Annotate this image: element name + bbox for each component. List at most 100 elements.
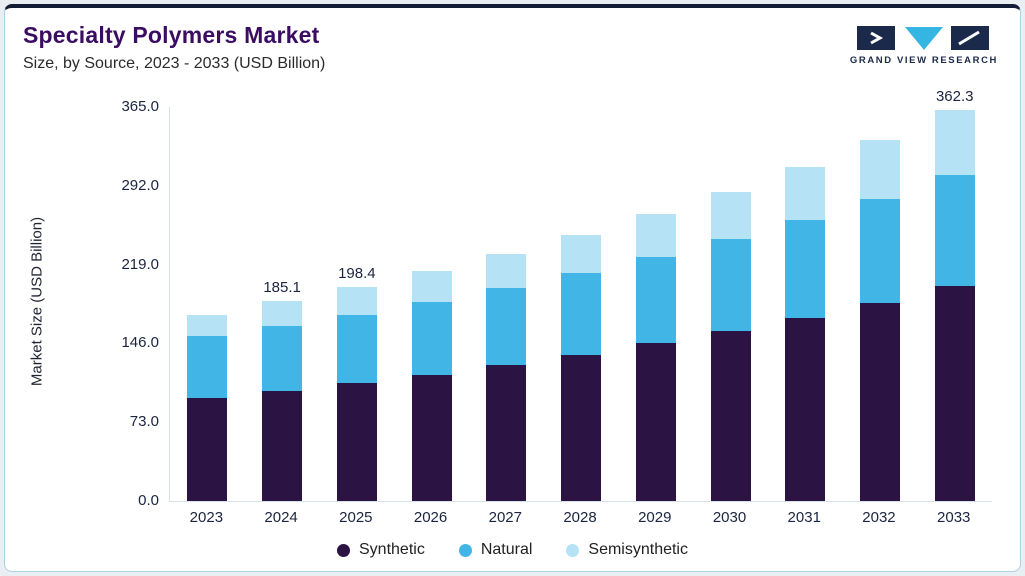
stacked-bar	[411, 271, 452, 501]
bar-column: 185.1	[245, 107, 320, 501]
x-axis-tick-label: 2023	[189, 509, 224, 526]
bars-container: 185.1 198.4 362.3	[170, 88, 992, 501]
bar-segment-semisynthetic	[785, 166, 826, 220]
stacked-bar	[635, 214, 676, 501]
bar-total-label: 185.1	[263, 279, 301, 297]
bar-total-label: 362.3	[935, 87, 974, 105]
legend-swatch	[458, 543, 472, 557]
bar-segment-synthetic	[336, 383, 377, 501]
y-axis-tick-label: 0.0	[138, 492, 159, 509]
x-axis-tick-label: 2031	[787, 509, 821, 526]
stacked-bar	[561, 234, 602, 501]
logo-banner-icon	[950, 26, 989, 50]
bar-column	[544, 107, 619, 501]
legend-item-natural: Natural	[458, 541, 533, 559]
bar-segment-natural	[411, 302, 452, 375]
bar-segment-semisynthetic	[859, 139, 900, 199]
bar-segment-synthetic	[785, 317, 826, 501]
bar-segment-semisynthetic	[561, 234, 602, 274]
bar-column	[843, 107, 918, 501]
bar-segment-natural	[561, 273, 602, 355]
y-axis-tick-label: 365.0	[121, 98, 159, 115]
bar-segment-semisynthetic	[187, 314, 228, 337]
x-axis-tick-label: 2028	[563, 509, 597, 526]
bar-segment-natural	[934, 175, 975, 287]
x-axis-tick-label: 2032	[862, 509, 896, 526]
bar-segment-semisynthetic	[635, 214, 676, 258]
logo-shapes	[850, 24, 998, 52]
bar-segment-semisynthetic	[411, 271, 452, 303]
chart-header: Specialty Polymers Market Size, by Sourc…	[23, 22, 325, 73]
legend-item-semisynthetic: Semisynthetic	[566, 541, 688, 559]
bar-segment-natural	[486, 288, 527, 365]
bar-segment-synthetic	[262, 390, 303, 501]
bar-segment-synthetic	[187, 398, 228, 501]
legend-swatch	[566, 543, 580, 557]
legend-label: Natural	[480, 541, 533, 558]
stacked-bar	[262, 301, 303, 501]
stacked-bar	[710, 191, 751, 501]
x-axis-tick-label: 2030	[712, 509, 747, 526]
bar-segment-natural	[785, 219, 826, 318]
bar-segment-natural	[336, 314, 377, 384]
legend-swatch	[337, 543, 350, 557]
bar-segment-synthetic	[710, 331, 751, 501]
bar-total-label: 198.4	[338, 264, 376, 282]
y-axis-tick-label: 219.0	[121, 255, 159, 273]
y-axis-tick-label: 292.0	[121, 176, 159, 194]
bar-segment-synthetic	[934, 286, 975, 501]
brand-logo: GRAND VIEW RESEARCH	[850, 24, 998, 66]
bar-segment-natural	[859, 198, 900, 303]
x-axis-tick-label: 2033	[937, 509, 971, 526]
logo-triangle-icon	[904, 27, 943, 50]
x-axis-tick-label: 2026	[413, 509, 448, 526]
chart-card: Specialty Polymers Market Size, by Sourc…	[4, 4, 1021, 572]
y-axis-tick-label: 146.0	[121, 334, 159, 352]
legend-item-synthetic: Synthetic	[337, 541, 425, 559]
bar-segment-semisynthetic	[934, 109, 975, 176]
x-axis-tick-label: 2024	[264, 509, 298, 526]
bar-column: 198.4	[319, 107, 394, 501]
bar-segment-synthetic	[411, 374, 452, 501]
bar-segment-natural	[187, 336, 228, 399]
legend-label: Synthetic	[359, 541, 425, 558]
stacked-bar	[336, 286, 377, 501]
x-axis-tick-label: 2029	[638, 509, 672, 526]
bar-segment-synthetic	[859, 302, 900, 501]
chart-legend: Synthetic Natural Semisynthetic	[5, 541, 1020, 559]
bar-column	[768, 107, 843, 501]
legend-label: Semisynthetic	[588, 541, 688, 558]
y-axis-title: Market Size (USD Billion)	[28, 216, 46, 387]
x-axis-tick-label: 2027	[488, 509, 522, 526]
bar-segment-synthetic	[486, 365, 527, 501]
bar-segment-natural	[710, 239, 751, 331]
x-axis-tick-label: 2025	[339, 509, 373, 526]
bar-segment-semisynthetic	[486, 253, 527, 289]
bar-column	[170, 107, 245, 501]
bar-segment-synthetic	[561, 354, 602, 501]
plot-area: 185.1 198.4 362.3	[169, 88, 992, 502]
stacked-bar	[486, 253, 527, 501]
stacked-bar	[785, 166, 826, 501]
x-axis: 2023 2024 2025 2026 2027 2028 2029 2030 2031 2032…	[169, 509, 991, 526]
bar-column	[394, 107, 469, 501]
bar-segment-semisynthetic	[336, 286, 377, 315]
bar-segment-synthetic	[635, 343, 676, 501]
bar-segment-semisynthetic	[710, 191, 751, 240]
logo-text: GRAND VIEW RESEARCH	[849, 55, 998, 66]
y-axis: 0.0 73.0 146.0 219.0 292.0 365.0	[93, 98, 159, 509]
bar-segment-semisynthetic	[262, 301, 303, 327]
bar-column: 362.3	[917, 88, 992, 501]
y-axis-tick-label: 73.0	[129, 413, 159, 431]
bar-segment-natural	[635, 257, 676, 344]
bar-column	[693, 107, 768, 501]
bar-segment-natural	[262, 326, 303, 391]
bar-column	[618, 107, 693, 501]
bar-column	[469, 107, 544, 501]
stacked-bar	[859, 139, 900, 501]
page-title: Specialty Polymers Market	[23, 22, 320, 48]
logo-flag-icon	[856, 26, 895, 50]
page-subtitle: Size, by Source, 2023 - 2033 (USD Billio…	[23, 55, 326, 72]
stacked-bar	[187, 314, 228, 501]
stacked-bar	[934, 109, 975, 501]
